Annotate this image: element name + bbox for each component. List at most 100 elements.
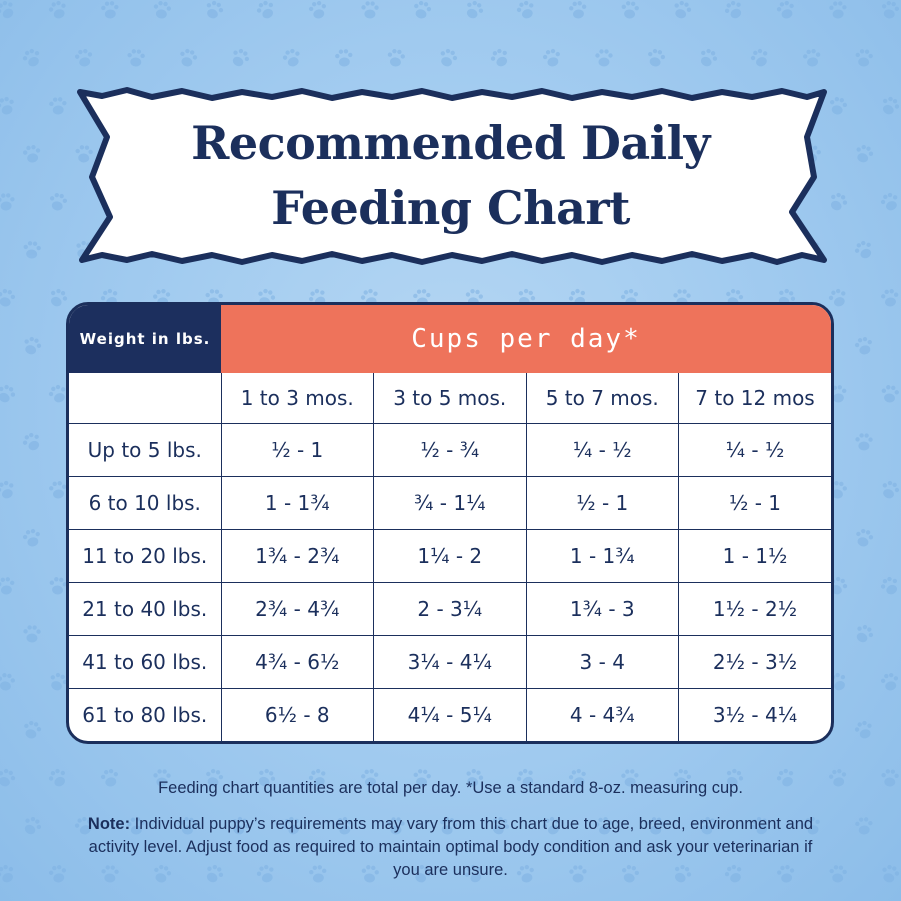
paw-print-icon	[48, 864, 67, 883]
weight-label: 61 to 80 lbs.	[69, 688, 222, 741]
paw-print-icon	[855, 817, 873, 835]
cups-cell: 2¾ - 4¾	[220, 582, 374, 637]
paw-print-icon	[855, 433, 873, 451]
paw-print-icon	[750, 48, 768, 67]
paw-print-icon	[127, 49, 145, 67]
paw-print-icon	[75, 145, 93, 163]
paw-print-icon	[100, 768, 119, 787]
paw-print-icon	[621, 864, 640, 883]
quantities-note: Feeding chart quantities are total per d…	[158, 779, 743, 797]
paw-print-icon	[828, 288, 846, 307]
paw-print-icon	[206, 864, 224, 883]
paw-print-icon	[568, 768, 586, 787]
age-column-header: 7 to 12 mos	[678, 373, 831, 424]
paw-print-icon	[830, 192, 848, 211]
paw-print-icon	[569, 1, 587, 19]
paw-print-icon	[22, 48, 40, 67]
table-row: 21 to 40 lbs. 2¾ - 4¾ 2 - 3¼ 1¾ - 3 1½ -…	[69, 582, 831, 637]
paw-print-icon	[882, 480, 900, 499]
paw-print-icon	[882, 864, 900, 883]
feeding-table: 1 to 3 mos. 3 to 5 mos. 5 to 7 mos. 7 to…	[69, 373, 831, 741]
paw-print-icon	[881, 385, 899, 403]
paw-print-icon	[74, 48, 93, 67]
paw-print-icon	[22, 432, 40, 451]
title-banner	[72, 82, 832, 272]
empty-corner-cell	[69, 373, 222, 424]
paw-print-icon	[335, 49, 353, 67]
paw-print-icon	[74, 816, 92, 835]
cups-cell: 3¼ - 4¼	[373, 635, 527, 690]
note-text: Individual puppy’s requirements may vary…	[88, 815, 814, 879]
paw-print-icon	[309, 865, 327, 883]
paw-print-icon	[153, 0, 172, 19]
cups-cell: 1 - 1¾	[525, 529, 679, 584]
paw-print-icon	[466, 768, 484, 787]
paw-print-icon	[414, 864, 432, 883]
paw-print-icon	[414, 0, 432, 19]
paw-print-icon	[726, 768, 744, 787]
paw-print-icon	[153, 769, 171, 787]
paw-print-icon	[0, 288, 16, 307]
table-row: 11 to 20 lbs. 1¾ - 2¾ 1¼ - 2 1 - 1¾ 1 - …	[69, 529, 831, 584]
paw-print-icon	[101, 1, 119, 19]
cups-cell: 4¾ - 6½	[220, 635, 374, 690]
title-line-1: Recommended Daily	[191, 116, 710, 170]
paw-print-icon	[648, 48, 666, 67]
paw-print-icon	[48, 0, 66, 19]
cups-cell: 1¾ - 2¾	[220, 529, 374, 584]
paw-print-icon	[881, 0, 900, 19]
weight-header: Weight in lbs.	[69, 305, 221, 373]
paw-print-icon	[361, 865, 379, 883]
paw-print-icon	[258, 768, 276, 787]
paw-print-icon	[674, 0, 692, 19]
paw-print-icon	[492, 816, 510, 835]
paw-print-icon	[674, 864, 692, 883]
weight-label: 21 to 40 lbs.	[69, 582, 222, 637]
paw-print-icon	[49, 192, 68, 211]
cups-cell: 6½ - 8	[220, 688, 374, 741]
paw-print-icon	[854, 720, 872, 739]
paw-print-icon	[0, 193, 15, 211]
paw-print-icon	[880, 672, 899, 691]
paw-print-icon	[856, 528, 874, 547]
paw-print-icon	[48, 768, 66, 787]
weight-label: 41 to 60 lbs.	[69, 635, 222, 690]
paw-print-icon	[829, 865, 847, 883]
paw-print-icon	[0, 480, 14, 499]
paw-print-icon	[854, 240, 872, 259]
paw-print-icon	[0, 384, 16, 403]
paw-print-icon	[516, 768, 534, 787]
paw-print-icon	[700, 816, 718, 835]
paw-print-icon	[724, 0, 742, 19]
paw-print-icon	[776, 864, 795, 883]
paw-print-icon	[673, 768, 692, 787]
cups-cell: 1¾ - 3	[525, 582, 679, 637]
paw-print-icon	[206, 0, 224, 19]
paw-print-icon	[516, 0, 534, 19]
paw-print-icon	[282, 816, 300, 835]
paw-print-icon	[516, 864, 534, 883]
paw-print-icon	[232, 48, 250, 67]
paw-print-icon	[22, 144, 41, 163]
paw-print-icon	[387, 817, 405, 835]
paw-print-icon	[829, 96, 848, 115]
paw-print-icon	[0, 768, 16, 787]
paw-print-icon	[308, 0, 327, 19]
paw-print-icon	[232, 816, 250, 835]
paw-print-icon	[829, 1, 847, 19]
paw-print-icon	[440, 816, 458, 835]
paw-print-icon	[361, 769, 379, 787]
paw-print-icon	[595, 817, 613, 835]
paw-print-icon	[361, 1, 379, 19]
paw-print-icon	[387, 49, 405, 67]
paw-print-icon	[700, 48, 718, 67]
paw-print-icon	[621, 769, 639, 787]
cups-cell: ½ - 1	[220, 422, 374, 478]
paw-print-icon	[49, 577, 67, 595]
paw-print-icon	[49, 481, 67, 499]
paw-print-icon	[0, 673, 15, 691]
paw-print-icon	[595, 49, 613, 67]
cups-cell: 3 - 4	[525, 635, 679, 690]
paw-print-icon	[24, 720, 42, 739]
cups-cell: 2½ - 3½	[678, 635, 831, 690]
